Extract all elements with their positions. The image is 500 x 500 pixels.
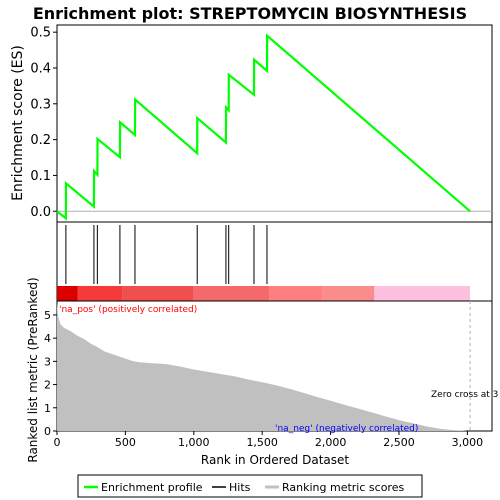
heat-segment xyxy=(322,286,375,301)
ranked-x-tick-label: 2,500 xyxy=(383,436,415,449)
ranked-y-tick-label: 1 xyxy=(44,402,51,415)
ranked-y-tick-label: 3 xyxy=(44,355,51,368)
legend-enrichment-label: Enrichment profile xyxy=(101,481,203,494)
ranked-x-tick-label: 3,000 xyxy=(452,436,484,449)
ranked-y-tick-label: 5 xyxy=(44,309,51,322)
ranked-y-tick-label: 4 xyxy=(44,332,51,345)
heat-segment xyxy=(193,286,270,301)
hit-markers xyxy=(65,225,268,284)
es-y-tick-label: 0.2 xyxy=(30,133,51,148)
neg-correlated-label: 'na_neg' (negatively correlated) xyxy=(275,424,418,434)
ranked-x-tick-label: 1,500 xyxy=(246,436,278,449)
enrichment-profile-line xyxy=(56,33,471,221)
heat-segment xyxy=(122,286,194,301)
ranked-metric-area xyxy=(57,303,471,431)
ranked-y-ticks: 0 1 2 3 4 5 xyxy=(44,309,57,438)
es-plot-frame xyxy=(56,24,493,223)
es-y-axis-label: Enrichment score (ES) xyxy=(10,45,26,201)
ranking-heat-bar xyxy=(57,286,471,301)
ranked-y-axis-label: Ranked list metric (PreRanked) xyxy=(26,277,40,462)
heat-segment xyxy=(269,286,323,301)
es-panel: 0.0 0.1 0.2 0.3 0.4 0.5 Enrichment score (ES) xyxy=(10,24,493,223)
zero-cross-label: Zero cross at 3 xyxy=(431,390,498,400)
ranked-y-tick-label: 2 xyxy=(44,379,51,392)
legend-hits-label: Hits xyxy=(229,481,251,494)
es-y-tick-label: 0.0 xyxy=(30,205,51,220)
hits-panel xyxy=(56,221,493,302)
es-y-tick-label: 0.4 xyxy=(30,61,51,76)
legend-ranking-label: Ranking metric scores xyxy=(282,481,404,494)
heat-segment xyxy=(77,286,123,301)
legend: Enrichment profile Hits Ranking metric s… xyxy=(77,474,423,498)
ranked-x-axis-label: Rank in Ordered Dataset xyxy=(201,453,349,467)
es-y-tick-label: 0.5 xyxy=(30,26,51,41)
es-y-tick-label: 0.1 xyxy=(30,169,51,184)
ranked-x-tick-label: 2,000 xyxy=(315,436,347,449)
ranked-x-ticks: 0 500 1,000 1,500 2,000 2,500 3,000 xyxy=(54,431,484,449)
heat-segment xyxy=(374,286,471,301)
ranked-metric-panel: 0 1 2 3 4 5 0 500 1,000 1,500 2,000 2,500 3,000 'na… xyxy=(26,277,498,467)
ranked-x-tick-label: 500 xyxy=(115,436,136,449)
es-y-ticks: 0.0 0.1 0.2 0.3 0.4 0.5 xyxy=(30,26,57,220)
ranked-x-tick-label: 1,000 xyxy=(178,436,210,449)
chart-title: Enrichment plot: STREPTOMYCIN BIOSYNTHES… xyxy=(33,4,467,23)
legend-frame xyxy=(77,474,423,498)
pos-correlated-label: 'na_pos' (positively correlated) xyxy=(59,305,197,315)
heat-segment xyxy=(57,286,78,301)
ranked-y-tick-label: 0 xyxy=(44,425,51,438)
es-y-tick-label: 0.3 xyxy=(30,97,51,112)
ranked-x-tick-label: 0 xyxy=(54,436,61,449)
